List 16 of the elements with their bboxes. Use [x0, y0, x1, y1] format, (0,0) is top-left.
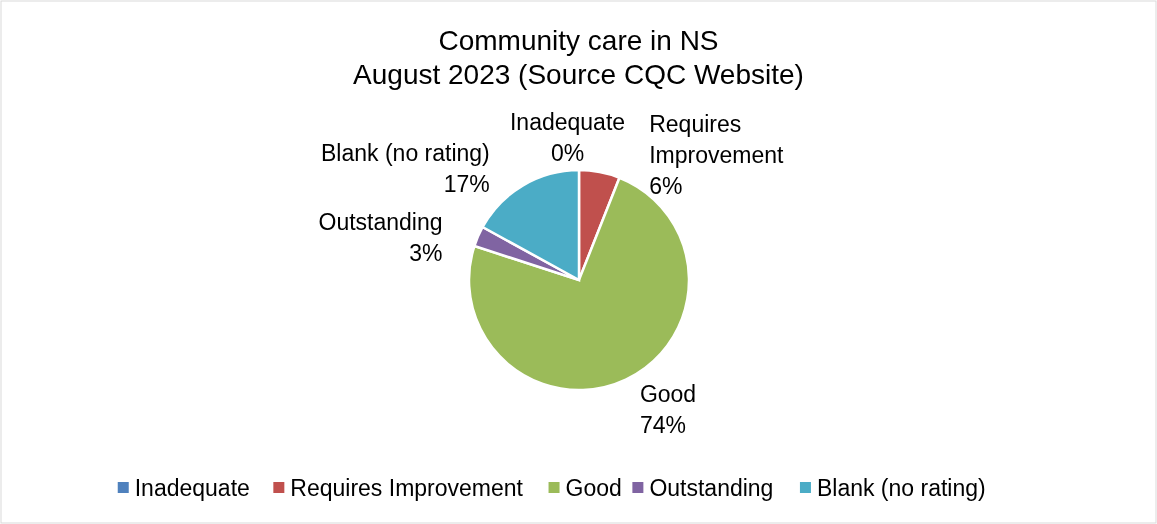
data-label: 74% [639, 411, 686, 438]
legend-label: Inadequate [134, 475, 250, 501]
slice-label: Blank (no rating) [321, 139, 490, 166]
legend-label: Good [565, 475, 622, 501]
slice-label: Requires Improvement [649, 111, 785, 169]
data-label: 6% [649, 173, 683, 200]
legend-label: Requires Improvement [290, 475, 524, 501]
chart-title: Community care in NS August 2023 (Source CQC Website) [353, 25, 804, 90]
slice-label: Good [639, 380, 697, 407]
data-label: 3% [409, 239, 443, 266]
text: 0% [550, 139, 585, 166]
category-label: Inadequate [509, 108, 626, 135]
data-label: 17% [443, 170, 490, 197]
legend-label: Outstanding [649, 475, 774, 501]
slice-label: Outstanding [318, 208, 443, 235]
legend-label: Blank (no rating) [816, 475, 986, 501]
